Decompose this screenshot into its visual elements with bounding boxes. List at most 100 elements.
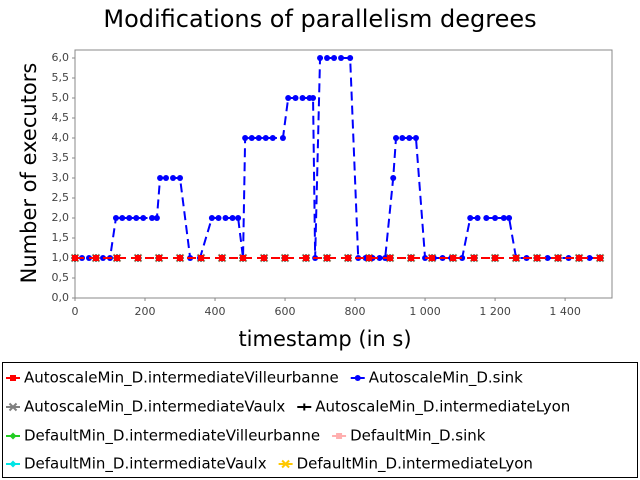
marker [119, 215, 126, 221]
marker [544, 255, 551, 261]
marker [555, 255, 562, 261]
x-tick-label: 800 [345, 305, 366, 318]
legend-item: DefaultMin_D.intermediateVilleurbanne [6, 427, 320, 446]
y-tick-label: 1,0 [52, 251, 70, 264]
marker [126, 215, 133, 221]
marker [229, 215, 236, 221]
marker [412, 135, 419, 141]
marker [292, 95, 299, 101]
marker [474, 215, 481, 221]
marker [9, 460, 17, 468]
legend-label: AutoscaleMin_D.intermediateLyon [315, 398, 570, 417]
y-tick-label: 1,5 [52, 231, 70, 244]
marker [534, 255, 541, 261]
legend-label: AutoscaleMin_D.intermediateVaulx [24, 398, 285, 417]
marker [324, 55, 331, 61]
legend-label: AutoscaleMin_D.intermediateVilleurbanne [24, 369, 339, 388]
marker [248, 135, 255, 141]
chart-title: Modifications of parallelism degrees [103, 5, 536, 33]
y-tick-label: 2,0 [52, 211, 70, 224]
x-tick-label: 400 [205, 305, 226, 318]
marker [112, 215, 119, 221]
marker [222, 215, 229, 221]
x-tick-label: 1 200 [479, 305, 511, 318]
y-tick-label: 5,0 [52, 91, 70, 104]
marker [459, 255, 466, 261]
marker [408, 255, 415, 261]
marker [133, 215, 140, 221]
x-tick-label: 0 [72, 305, 79, 318]
marker [177, 255, 184, 261]
marker [303, 255, 310, 261]
marker [219, 255, 226, 261]
marker [235, 215, 242, 221]
marker [285, 95, 292, 101]
legend-item: DefaultMin_D.sink [332, 427, 486, 446]
marker [354, 375, 361, 381]
legend-item: AutoscaleMin_D.intermediateVaulx [6, 398, 285, 417]
marker [255, 135, 262, 141]
y-axis-label: Number of executors [17, 63, 41, 284]
marker [262, 135, 269, 141]
legend-label: DefaultMin_D.intermediateVaulx [24, 455, 267, 474]
x-tick-label: 600 [275, 305, 296, 318]
legend-label: DefaultMin_D.intermediateLyon [297, 455, 533, 474]
marker [282, 255, 289, 261]
marker [72, 255, 78, 261]
marker [170, 175, 177, 181]
marker [471, 255, 478, 261]
marker [177, 175, 184, 181]
marker [513, 255, 520, 261]
legend-label: DefaultMin_D.sink [350, 427, 486, 446]
marker [317, 55, 324, 61]
y-tick-label: 0,5 [52, 271, 70, 284]
marker [492, 215, 499, 221]
marker [93, 255, 100, 261]
marker [157, 175, 164, 181]
marker [299, 95, 306, 101]
marker [269, 135, 276, 141]
marker [406, 135, 413, 141]
marker [336, 433, 343, 439]
y-tick-label: 4,5 [52, 111, 70, 124]
marker [279, 135, 286, 141]
legend-item: DefaultMin_D.intermediateLyon [278, 455, 533, 474]
marker [597, 255, 604, 261]
marker [310, 95, 317, 101]
marker [376, 255, 383, 261]
x-axis-label: timestamp (in s) [238, 327, 411, 351]
legend-label: DefaultMin_D.intermediateVilleurbanne [24, 427, 320, 446]
marker [492, 255, 499, 261]
marker [198, 255, 205, 261]
y-tick-label: 4,0 [52, 131, 70, 144]
plot-area [74, 49, 613, 299]
marker [345, 255, 352, 261]
marker [506, 215, 513, 221]
marker [586, 255, 593, 261]
marker [576, 255, 583, 261]
marker [281, 459, 290, 469]
marker [208, 215, 215, 221]
marker [387, 255, 394, 261]
marker [149, 215, 156, 221]
marker [153, 215, 160, 221]
marker [347, 55, 354, 61]
y-tick-label: 2,5 [52, 191, 70, 204]
marker [393, 135, 400, 141]
marker [163, 175, 170, 181]
marker [399, 135, 406, 141]
x-tick-label: 1 000 [409, 305, 441, 318]
marker [156, 255, 163, 261]
marker [242, 135, 249, 141]
marker [500, 215, 507, 221]
y-tick-label: 0,0 [52, 291, 70, 304]
marker [331, 55, 338, 61]
marker [324, 255, 331, 261]
legend-item: AutoscaleMin_D.sink [350, 369, 523, 388]
legend-box [2, 362, 638, 478]
marker [390, 175, 397, 181]
marker [338, 55, 345, 61]
marker [135, 255, 142, 261]
y-tick-label: 6,0 [52, 51, 70, 64]
